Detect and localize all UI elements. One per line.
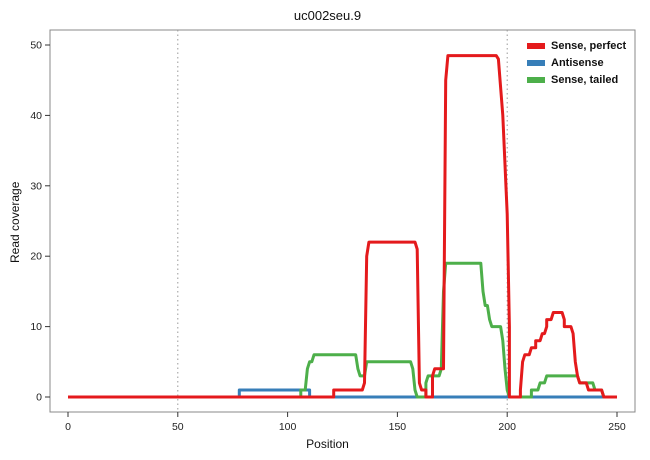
y-tick-label: 0 — [36, 392, 42, 404]
x-tick-label: 100 — [279, 421, 297, 433]
x-tick-label: 0 — [65, 421, 71, 433]
x-axis-label: Position — [306, 437, 349, 451]
legend-swatch-antisense — [527, 60, 545, 66]
y-tick-label: 20 — [30, 251, 42, 263]
y-tick-label: 40 — [30, 110, 42, 122]
legend-item-antisense: Antisense — [527, 57, 626, 69]
x-tick-label: 150 — [389, 421, 407, 433]
legend-label-sense-perfect: Sense, perfect — [551, 40, 627, 52]
legend-label-antisense: Antisense — [551, 57, 604, 69]
y-tick-label: 50 — [30, 40, 42, 52]
legend-item-sense-tailed: Sense, tailed — [527, 74, 626, 86]
y-tick-label: 10 — [30, 321, 42, 333]
legend-item-sense-perfect: Sense, perfect — [527, 40, 626, 52]
legend-swatch-sense-tailed — [527, 77, 545, 83]
x-tick-label: 250 — [608, 421, 626, 433]
chart-title: uc002seu.9 — [293, 8, 362, 23]
legend: Sense, perfect Antisense Sense, tailed — [521, 36, 633, 90]
x-tick-label: 200 — [498, 421, 516, 433]
plot-panel — [49, 29, 636, 413]
y-axis-label: Read coverage — [8, 181, 22, 263]
legend-label-sense-tailed: Sense, tailed — [551, 74, 619, 86]
legend-swatch-sense-perfect — [527, 43, 545, 49]
series-line-sense-perfect — [68, 54, 617, 399]
series-line-sense-tailed — [68, 261, 617, 399]
x-tick-label: 50 — [172, 421, 184, 433]
y-tick-label: 30 — [30, 180, 42, 192]
